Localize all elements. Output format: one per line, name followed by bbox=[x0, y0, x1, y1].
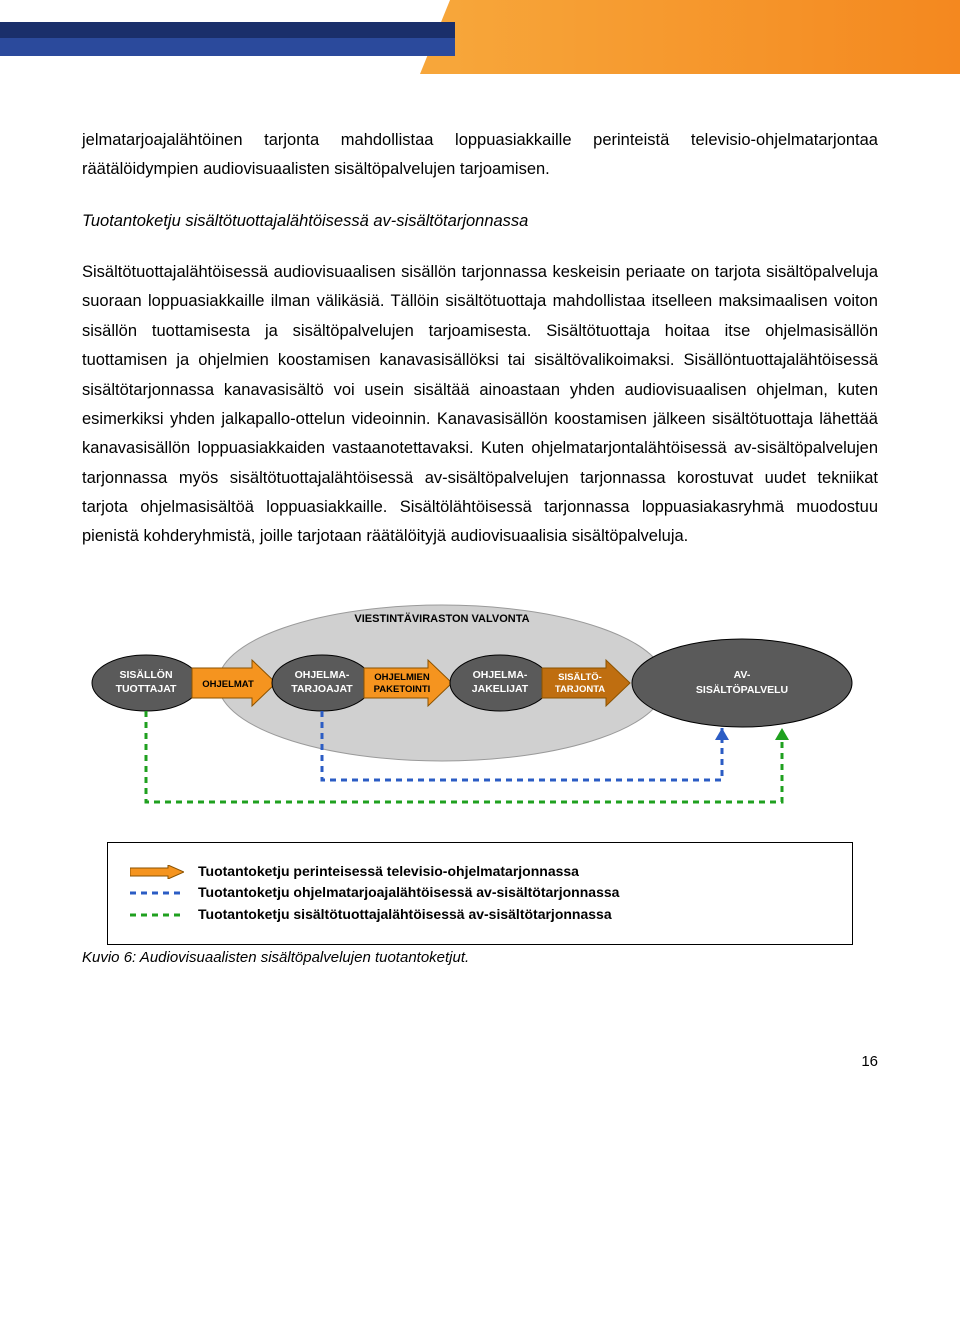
node-1-line1: SISÄLLÖN bbox=[119, 668, 172, 681]
italic-subheading: Tuotantoketju sisältötuottajalähtöisessä… bbox=[82, 207, 878, 236]
legend-box: Tuotantoketju perinteisessä televisio-oh… bbox=[107, 842, 853, 945]
legend-row-3: Tuotantoketju sisältötuottajalähtöisessä… bbox=[130, 904, 830, 926]
legend-row-2: Tuotantoketju ohjelmatarjoajalähtöisessä… bbox=[130, 882, 830, 904]
node-2-line2: TARJOAJAT bbox=[291, 683, 353, 695]
svg-text:TARJONTA: TARJONTA bbox=[555, 684, 605, 695]
legend-row-1: Tuotantoketju perinteisessä televisio-oh… bbox=[130, 861, 830, 883]
figure-caption: Kuvio 6: Audiovisuaalisten sisältöpalvel… bbox=[82, 945, 878, 972]
paragraph-2: Sisältötuottajalähtöisessä audiovisuaali… bbox=[82, 258, 878, 552]
node-1-line2: TUOTTAJAT bbox=[116, 683, 177, 695]
svg-text:SISÄLTÖ-: SISÄLTÖ- bbox=[558, 672, 602, 683]
legend-text-1: Tuotantoketju perinteisessä televisio-oh… bbox=[198, 861, 579, 883]
page-number: 16 bbox=[0, 1013, 960, 1094]
node-2-line1: OHJELMA- bbox=[295, 669, 350, 681]
node-4-line1: AV- bbox=[734, 669, 751, 681]
legend-text-3: Tuotantoketju sisältötuottajalähtöisessä… bbox=[198, 904, 612, 926]
header-orange-wedge bbox=[450, 0, 960, 74]
header-band bbox=[0, 0, 960, 78]
node-4-line2: SISÄLTÖPALVELU bbox=[696, 683, 788, 696]
svg-text:OHJELMIEN: OHJELMIEN bbox=[374, 672, 430, 683]
svg-text:PAKETOINTI: PAKETOINTI bbox=[374, 684, 431, 695]
node-3-line2: JAKELIJAT bbox=[472, 683, 529, 695]
flow-diagram: VIESTINTÄVIRASTON VALVONTA SISÄLLÖN TUOT… bbox=[82, 588, 882, 818]
legend-text-2: Tuotantoketju ohjelmatarjoajalähtöisessä… bbox=[198, 882, 619, 904]
grey-title: VIESTINTÄVIRASTON VALVONTA bbox=[354, 612, 529, 625]
header-blue-bar bbox=[0, 22, 455, 56]
svg-text:OHJELMAT: OHJELMAT bbox=[202, 679, 254, 690]
node-3-line1: OHJELMA- bbox=[473, 669, 528, 681]
paragraph-1: jelmatarjoajalähtöinen tarjonta mahdolli… bbox=[82, 126, 878, 185]
